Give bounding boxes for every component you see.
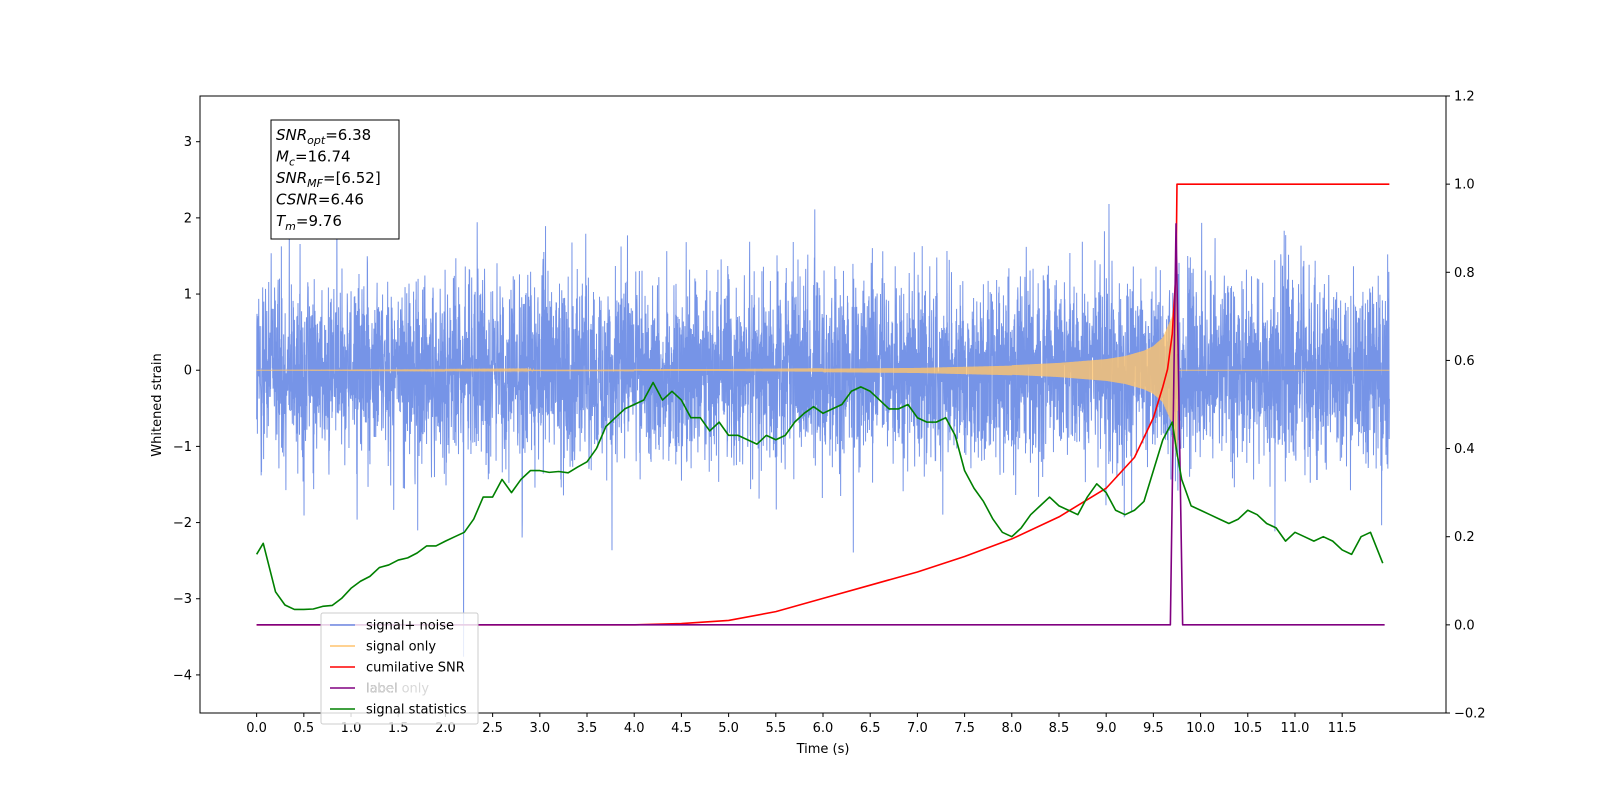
x-tick-label: 3.5 xyxy=(577,721,598,736)
y-axis-right: −0.2 0.0 0.2 0.4 0.6 0.8 1.0 1.2 xyxy=(1446,90,1486,722)
y2-tick-label: 0.8 xyxy=(1454,266,1475,281)
x-tick-label: 5.5 xyxy=(765,721,786,736)
annotation-line: SNRopt=6.38 xyxy=(276,126,371,147)
legend: signal+ noise signal only cumilative SNR la… xyxy=(320,612,479,725)
x-tick-label: 0.5 xyxy=(293,721,314,736)
x-tick-label: 9.5 xyxy=(1143,721,1164,736)
series-signal-noise-line xyxy=(256,187,1390,657)
x-tick-label: 5.0 xyxy=(718,721,739,736)
y2-tick-label: 0.2 xyxy=(1454,530,1475,545)
right-axis-lines-layer xyxy=(255,183,1390,626)
x-tick-label: 1.0 xyxy=(341,721,362,736)
series-cumulative-snr-line xyxy=(256,183,1390,626)
x-axis: 0.0 0.5 1.0 1.5 2.0 2.5 3.0 3.5 4.0 4.5 5.0 5.5 6.0 6… xyxy=(246,713,1357,736)
y-tick-label: −2 xyxy=(173,516,192,531)
x-axis-label: Time (s) xyxy=(796,742,850,757)
y-tick-label: −1 xyxy=(173,440,192,455)
x-tick-label: 9.0 xyxy=(1096,721,1117,736)
x-tick-label: 8.5 xyxy=(1049,721,1070,736)
plot-area xyxy=(255,183,1390,657)
y2-tick-label: 1.0 xyxy=(1454,178,1475,193)
x-tick-label: 3.0 xyxy=(529,721,550,736)
legend-entry: cumilative SNR xyxy=(366,661,465,676)
series-signal-statistics-line xyxy=(255,381,1384,611)
legend-frame xyxy=(320,612,479,725)
y-tick-label: 0 xyxy=(184,364,192,379)
y2-tick-label: 0.6 xyxy=(1454,354,1475,369)
legend-entry: signal+ noise xyxy=(366,619,454,634)
x-tick-label: 1.5 xyxy=(388,721,409,736)
y2-tick-label: 0.0 xyxy=(1454,618,1475,633)
x-tick-label: 11.0 xyxy=(1280,721,1309,736)
annotation-line: CSNR=6.46 xyxy=(276,191,364,209)
annotation-line: SNRMF=[6.52] xyxy=(276,169,381,190)
legend-entry: signal only xyxy=(366,640,436,655)
legend-entry: signal statistics xyxy=(366,703,467,718)
annotation-line: Mc=16.74 xyxy=(276,148,351,169)
x-tick-label: 11.5 xyxy=(1328,721,1357,736)
series-signal-only-line xyxy=(256,280,1390,457)
y-axis-label: Whitened strain xyxy=(150,353,165,456)
x-tick-label: 6.5 xyxy=(860,721,881,736)
y2-tick-label: −0.2 xyxy=(1454,707,1486,722)
x-tick-label: 4.0 xyxy=(624,721,645,736)
x-tick-label: 8.0 xyxy=(1001,721,1022,736)
x-tick-label: 2.5 xyxy=(482,721,503,736)
x-tick-label: 10.0 xyxy=(1186,721,1215,736)
x-tick-label: 7.5 xyxy=(954,721,975,736)
y-tick-label: −3 xyxy=(173,592,192,607)
x-tick-label: 0.0 xyxy=(246,721,267,736)
y-tick-label: −4 xyxy=(173,668,192,683)
series-label-line xyxy=(256,223,1385,626)
signal-only-layer xyxy=(256,280,1390,457)
legend-entry: label only xyxy=(366,682,429,697)
y-axis-left: −4 −3 −2 −1 0 1 2 3 xyxy=(173,135,200,683)
x-tick-label: 4.5 xyxy=(671,721,692,736)
y-tick-label: 2 xyxy=(184,211,192,226)
x-tick-label: 7.0 xyxy=(907,721,928,736)
annotation-line: Tm=9.76 xyxy=(276,212,342,233)
stats-annotation-box: SNRopt=6.38Mc=16.74SNRMF=[6.52]CSNR=6.46… xyxy=(270,119,400,240)
legend-entry: label xyxy=(366,682,397,697)
y-tick-label: 1 xyxy=(184,288,192,303)
x-tick-label: 6.0 xyxy=(813,721,834,736)
y2-tick-label: 1.2 xyxy=(1454,90,1475,105)
x-tick-label: 2.0 xyxy=(435,721,456,736)
signal-noise-layer xyxy=(256,187,1390,657)
y2-tick-label: 0.4 xyxy=(1454,442,1475,457)
annotation-frame xyxy=(270,119,400,240)
x-tick-label: 10.5 xyxy=(1233,721,1262,736)
y-tick-label: 3 xyxy=(184,135,192,150)
